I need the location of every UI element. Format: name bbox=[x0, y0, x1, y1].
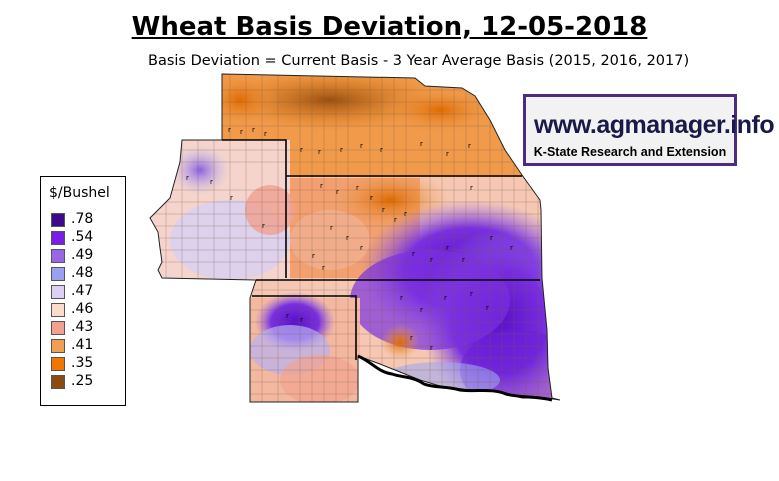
legend-swatch bbox=[51, 231, 65, 245]
svg-text:r: r bbox=[430, 256, 433, 264]
svg-text:r: r bbox=[468, 142, 471, 150]
svg-text:r: r bbox=[340, 146, 343, 154]
svg-text:r: r bbox=[420, 140, 423, 148]
svg-text:r: r bbox=[446, 244, 449, 252]
logo-url: www.agmanager.info bbox=[534, 111, 775, 139]
legend-title: $/Bushel bbox=[49, 185, 110, 201]
svg-text:r: r bbox=[490, 234, 493, 242]
svg-text:r: r bbox=[240, 128, 243, 136]
svg-text:r: r bbox=[360, 244, 363, 252]
legend-label: .25 bbox=[71, 373, 94, 389]
map-title: Wheat Basis Deviation, 12-05-2018 bbox=[131, 12, 648, 42]
svg-text:r: r bbox=[356, 184, 359, 192]
logo-org: K-State Research and Extension bbox=[533, 145, 727, 159]
legend-swatch bbox=[51, 303, 65, 317]
svg-text:r: r bbox=[330, 224, 333, 232]
svg-text:r: r bbox=[264, 130, 267, 138]
svg-text:r: r bbox=[370, 194, 373, 202]
legend-swatch bbox=[51, 213, 65, 227]
legend-swatch bbox=[51, 249, 65, 263]
legend-swatch bbox=[51, 357, 65, 371]
legend-swatch bbox=[51, 339, 65, 353]
svg-text:r: r bbox=[336, 188, 339, 196]
legend-label: .43 bbox=[71, 319, 94, 335]
svg-text:r: r bbox=[412, 250, 415, 258]
svg-text:r: r bbox=[462, 256, 465, 264]
svg-text:r: r bbox=[400, 294, 403, 302]
legend-swatch bbox=[51, 267, 65, 281]
svg-text:r: r bbox=[470, 290, 473, 298]
svg-text:r: r bbox=[410, 334, 413, 342]
legend-swatch bbox=[51, 285, 65, 299]
legend-label: .48 bbox=[71, 265, 94, 281]
svg-text:r: r bbox=[320, 182, 323, 190]
svg-text:r: r bbox=[300, 316, 303, 324]
svg-text:r: r bbox=[404, 210, 407, 218]
svg-text:r: r bbox=[446, 150, 449, 158]
svg-text:r: r bbox=[186, 174, 189, 182]
county-lines bbox=[150, 74, 560, 402]
state-borders bbox=[149, 73, 561, 403]
svg-text:r: r bbox=[430, 344, 433, 352]
legend-label: .41 bbox=[71, 337, 94, 353]
svg-text:r: r bbox=[510, 244, 513, 252]
red-river-border bbox=[357, 354, 553, 402]
svg-text:r: r bbox=[444, 294, 447, 302]
svg-text:r: r bbox=[210, 178, 213, 186]
svg-text:r: r bbox=[318, 148, 321, 156]
svg-text:r: r bbox=[470, 184, 473, 192]
svg-text:r: r bbox=[394, 216, 397, 224]
svg-text:r: r bbox=[360, 142, 363, 150]
svg-text:r: r bbox=[382, 206, 385, 214]
svg-text:r: r bbox=[380, 146, 383, 154]
legend-label: .49 bbox=[71, 247, 94, 263]
svg-text:r: r bbox=[420, 306, 423, 314]
svg-text:r: r bbox=[262, 222, 265, 230]
legend: $/Bushel .78 .54 .49 .48 .47 .46 .43 .41 .35 .25 bbox=[40, 176, 126, 406]
legend-label: .46 bbox=[71, 301, 94, 317]
legend-label: .78 bbox=[71, 211, 94, 227]
svg-text:r: r bbox=[286, 312, 289, 320]
svg-text:r: r bbox=[300, 146, 303, 154]
legend-label: .54 bbox=[71, 229, 94, 245]
legend-label: .47 bbox=[71, 283, 94, 299]
svg-text:r: r bbox=[486, 304, 489, 312]
svg-text:r: r bbox=[230, 194, 233, 202]
agmanager-logo[interactable]: www.agmanager.info K-State Research and … bbox=[523, 94, 775, 166]
svg-text:r: r bbox=[322, 264, 325, 272]
svg-text:r: r bbox=[346, 234, 349, 242]
svg-text:r: r bbox=[312, 252, 315, 260]
legend-swatch bbox=[51, 321, 65, 335]
svg-text:r: r bbox=[228, 126, 231, 134]
svg-text:r: r bbox=[252, 126, 255, 134]
legend-label: .35 bbox=[71, 355, 94, 371]
legend-swatch bbox=[51, 375, 65, 389]
map-subtitle: Basis Deviation = Current Basis - 3 Year… bbox=[148, 53, 690, 69]
